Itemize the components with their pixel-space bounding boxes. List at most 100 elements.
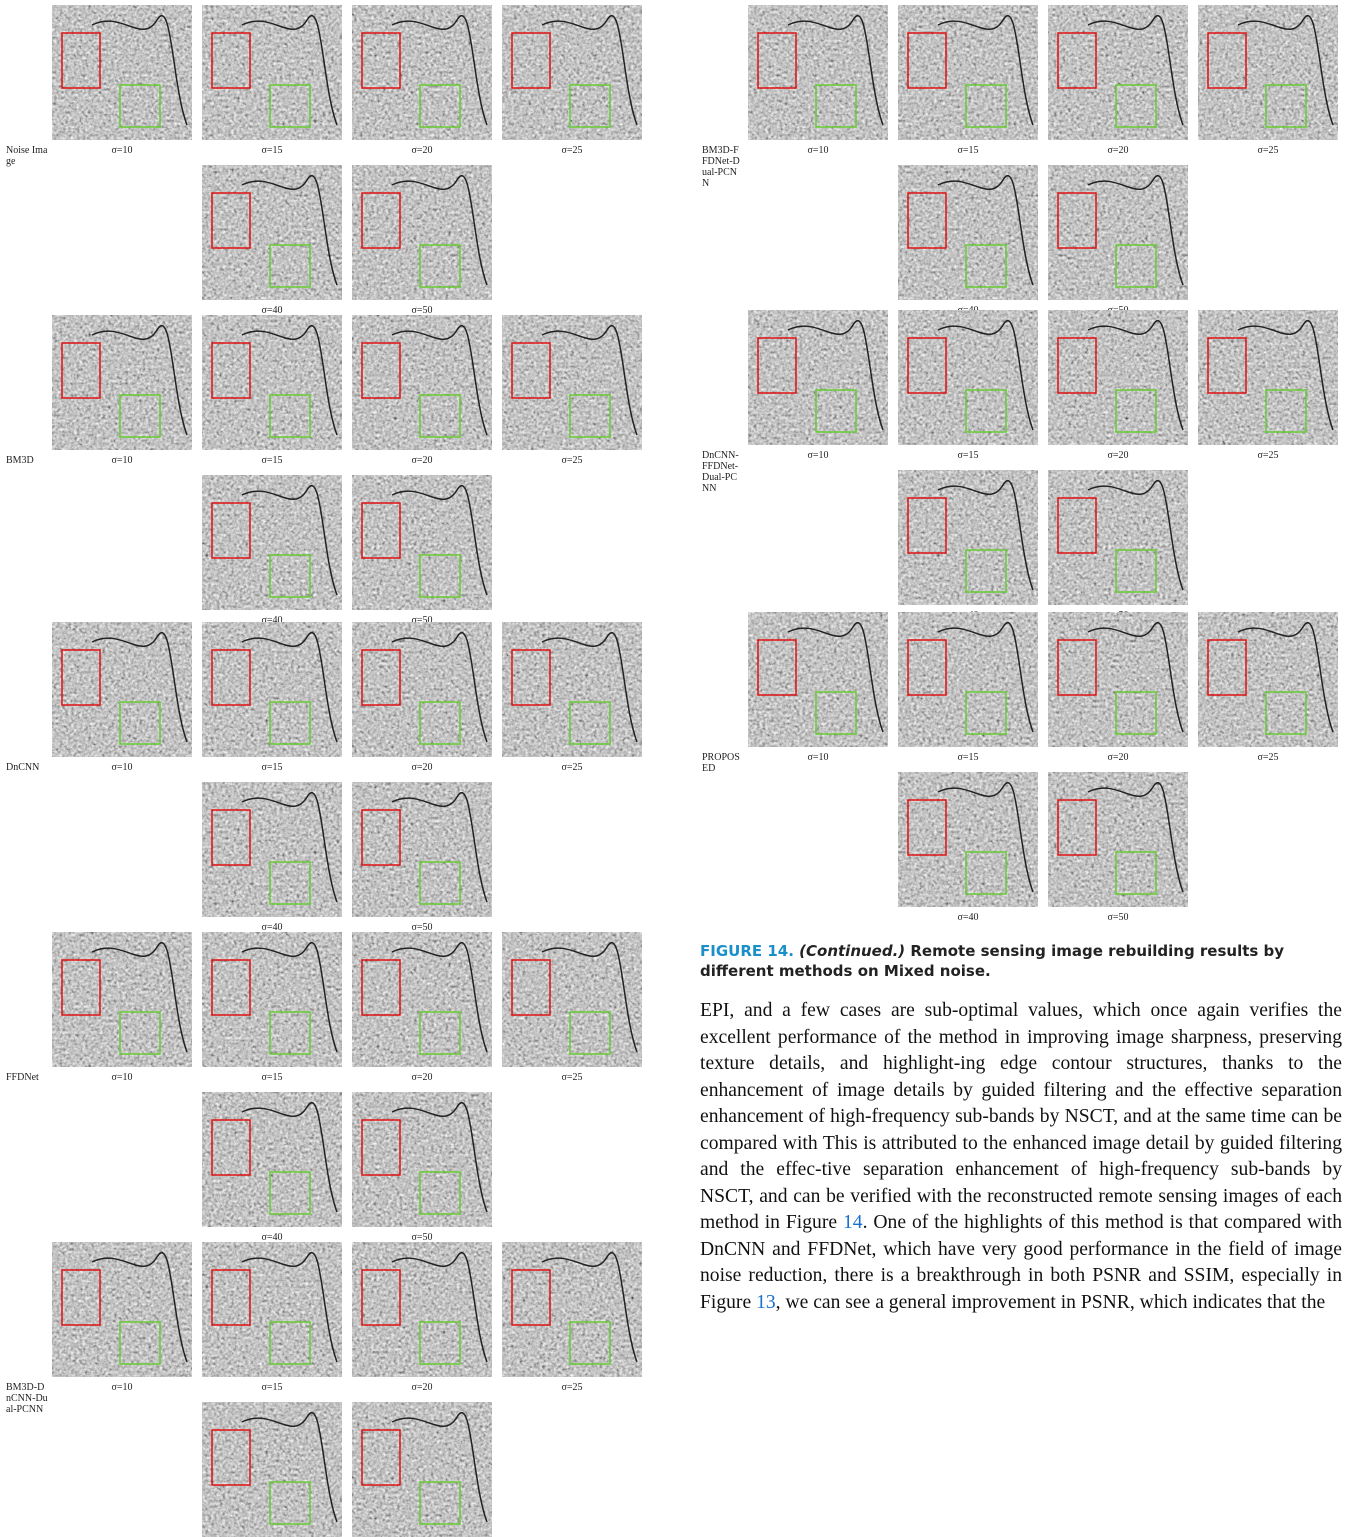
text: EPI, and a few cases are sub-optimal val… <box>700 1000 1342 1233</box>
image <box>202 622 342 757</box>
sigma-label: σ=10 <box>111 1072 132 1083</box>
method-label: FFDNet <box>6 1072 48 1083</box>
image <box>1048 5 1188 140</box>
sigma-label: σ=40 <box>957 912 978 923</box>
image <box>898 612 1038 747</box>
sigma-label: σ=15 <box>957 752 978 763</box>
sigma-label: σ=40 <box>261 922 282 933</box>
sigma-label: σ=10 <box>111 1382 132 1393</box>
figure-caption: FIGURE 14. (Continued.) Remote sensing i… <box>700 941 1320 981</box>
sigma-label: σ=20 <box>1107 145 1128 156</box>
image <box>502 932 642 1067</box>
image <box>898 470 1038 605</box>
image <box>202 1092 342 1227</box>
sigma-label: σ=15 <box>261 455 282 466</box>
image <box>202 315 342 450</box>
sigma-label: σ=40 <box>261 1232 282 1243</box>
body-paragraph: EPI, and a few cases are sub-optimal val… <box>700 998 1342 1537</box>
sigma-label: σ=10 <box>807 145 828 156</box>
sigma-label: σ=50 <box>411 1232 432 1243</box>
image <box>52 1242 192 1377</box>
sigma-label: σ=50 <box>411 305 432 316</box>
image <box>352 475 492 610</box>
sigma-label: σ=25 <box>561 145 582 156</box>
figure-link[interactable]: 13 <box>756 1292 776 1313</box>
sigma-label: σ=10 <box>111 455 132 466</box>
method-label: PROPOSED <box>702 752 744 774</box>
sigma-label: σ=20 <box>411 145 432 156</box>
sigma-label: σ=25 <box>561 1072 582 1083</box>
image <box>352 1402 492 1537</box>
sigma-label: σ=15 <box>261 1382 282 1393</box>
sigma-label: σ=20 <box>411 1072 432 1083</box>
image <box>1048 165 1188 300</box>
sigma-label: σ=25 <box>1257 752 1278 763</box>
image <box>502 622 642 757</box>
sigma-label: σ=10 <box>111 145 132 156</box>
image <box>202 1242 342 1377</box>
sigma-label: σ=15 <box>261 1072 282 1083</box>
caption-number: FIGURE 14. <box>700 942 794 960</box>
sigma-label: σ=25 <box>1257 145 1278 156</box>
caption-continued: (Continued.) <box>799 942 905 960</box>
sigma-label: σ=20 <box>1107 752 1128 763</box>
sigma-label: σ=25 <box>561 762 582 773</box>
image <box>352 782 492 917</box>
sigma-label: σ=25 <box>561 455 582 466</box>
image <box>352 1242 492 1377</box>
image <box>502 5 642 140</box>
image <box>1048 470 1188 605</box>
method-label: BM3D <box>6 455 48 466</box>
image <box>52 932 192 1067</box>
image <box>1198 612 1338 747</box>
sigma-label: σ=20 <box>411 455 432 466</box>
sigma-label: σ=15 <box>261 762 282 773</box>
image <box>898 165 1038 300</box>
sigma-label: σ=20 <box>411 1382 432 1393</box>
image <box>1198 5 1338 140</box>
sigma-label: σ=50 <box>1107 912 1128 923</box>
image <box>1048 310 1188 445</box>
sigma-label: σ=25 <box>561 1382 582 1393</box>
method-label: DnCNN <box>6 762 48 773</box>
image <box>352 5 492 140</box>
sigma-label: σ=15 <box>957 450 978 461</box>
sigma-label: σ=10 <box>111 762 132 773</box>
image <box>202 5 342 140</box>
image <box>202 165 342 300</box>
image <box>202 1402 342 1537</box>
image <box>748 612 888 747</box>
sigma-label: σ=10 <box>807 450 828 461</box>
image <box>52 315 192 450</box>
image <box>1198 310 1338 445</box>
image <box>898 5 1038 140</box>
image <box>898 310 1038 445</box>
image <box>202 932 342 1067</box>
image <box>352 315 492 450</box>
image <box>202 782 342 917</box>
image <box>748 310 888 445</box>
image <box>502 315 642 450</box>
image <box>352 1092 492 1227</box>
method-label: BM3D-DnCNN-Dual-PCNN <box>6 1382 48 1415</box>
sigma-label: σ=15 <box>957 145 978 156</box>
image <box>502 1242 642 1377</box>
image <box>748 5 888 140</box>
method-label: BM3D-FFDNet-Dual-PCNN <box>702 145 744 189</box>
sigma-label: σ=20 <box>411 762 432 773</box>
sigma-label: σ=50 <box>411 922 432 933</box>
sigma-label: σ=25 <box>1257 450 1278 461</box>
image <box>52 5 192 140</box>
image <box>1048 772 1188 907</box>
image <box>352 622 492 757</box>
image <box>898 772 1038 907</box>
image <box>352 165 492 300</box>
text: , we can see a general improvement in PS… <box>776 1292 1326 1313</box>
image <box>352 932 492 1067</box>
figure-link[interactable]: 14 <box>843 1212 863 1233</box>
page: σ=10 σ=15 σ=20 σ=25 σ=40 σ=50 σ=10 σ=15 σ=20 σ=25… <box>0 0 1347 1537</box>
image <box>1048 612 1188 747</box>
image <box>52 622 192 757</box>
sigma-label: σ=40 <box>261 305 282 316</box>
image <box>202 475 342 610</box>
